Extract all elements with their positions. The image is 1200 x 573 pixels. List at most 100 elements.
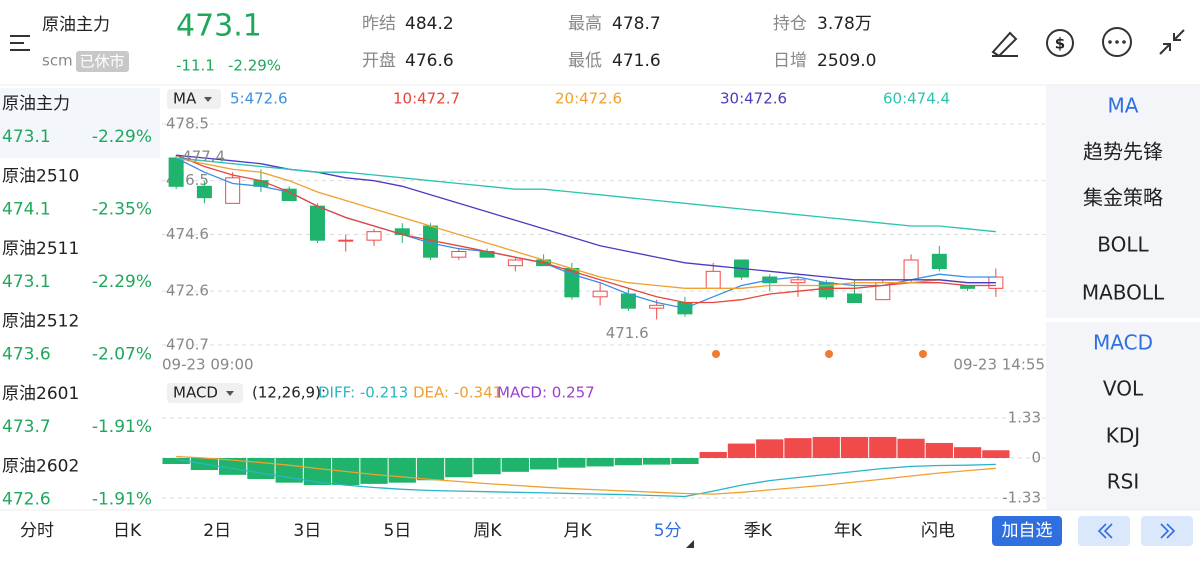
indicator[interactable]: RSI [1107, 470, 1140, 494]
tab[interactable]: 年K [834, 521, 863, 541]
tab[interactable]: 5分 [654, 521, 682, 541]
stat-label: 开盘 [362, 51, 396, 71]
macd-bar [756, 439, 784, 458]
low-label: 471.6 [606, 324, 649, 342]
candle-body [592, 290, 608, 298]
tab[interactable]: 日K [113, 521, 142, 541]
y-tick-label: 470.7 [166, 336, 209, 354]
add-watchlist[interactable] [992, 516, 1062, 546]
contract-name[interactable]: 原油2511 [2, 239, 79, 259]
contract-name: 原油主力 [42, 15, 110, 35]
more-icon[interactable] [1102, 27, 1132, 57]
status-badge [76, 51, 129, 72]
candle-body [338, 239, 354, 242]
stat-value: 478.7 [612, 14, 661, 34]
dropdown-arrow [204, 97, 212, 102]
ma-line [175, 157, 996, 289]
indicator[interactable]: MABOLL [1082, 281, 1165, 305]
ma-selector[interactable] [167, 89, 221, 109]
macd-line [176, 455, 996, 495]
macd-selector[interactable] [167, 383, 243, 403]
legend-entry: 60:474.4 [883, 90, 950, 108]
indicator[interactable]: VOL [1103, 377, 1144, 401]
draw-icon[interactable] [991, 31, 1018, 58]
tab[interactable]: 分时 [20, 521, 54, 541]
ma-line [176, 154, 996, 284]
macd-bar [219, 458, 247, 475]
indicator[interactable]: MA [1108, 94, 1139, 118]
tab[interactable]: 闪电 [921, 521, 955, 541]
contract-pct: -1.91% [92, 417, 152, 437]
dropdown-arrow [226, 391, 234, 396]
contract-name[interactable]: 原油2602 [2, 457, 79, 477]
tab[interactable]: 月K [564, 521, 593, 541]
macd-bar [614, 458, 643, 466]
stat-value: 471.6 [612, 51, 661, 71]
tab[interactable]: 季K [744, 521, 773, 541]
macd-bar [643, 458, 671, 465]
arrow-icons [1097, 523, 1176, 539]
contract-name[interactable]: 原油2510 [2, 167, 79, 187]
stat-value: 484.2 [405, 14, 454, 34]
contract-pct: -2.07% [92, 345, 152, 365]
stat-label: 最高 [568, 14, 602, 34]
contract-name[interactable]: 原油2601 [2, 384, 79, 404]
currency-icon[interactable] [1046, 29, 1074, 57]
indicator[interactable]: 趋势先锋 [1083, 140, 1163, 164]
indicator-selector[interactable]: MA [173, 90, 197, 108]
macd-bar [982, 450, 1010, 458]
legend-entry: DEA: -0.341 [413, 384, 502, 402]
macd-bar [869, 436, 897, 458]
indicator[interactable]: BOLL [1097, 233, 1149, 257]
candle-body [451, 251, 467, 258]
contract-pct: -2.35% [92, 200, 152, 220]
macd-params: (12,26,9): [252, 384, 326, 402]
macd-bar [840, 436, 869, 458]
macd-bar [897, 438, 925, 458]
macd-bar [473, 458, 501, 475]
contract-name[interactable]: 原油主力 [2, 94, 70, 114]
contract-name[interactable]: 原油2512 [2, 312, 79, 332]
contract-code: scm [42, 52, 73, 70]
tab[interactable]: 3日 [293, 521, 321, 541]
selected-row [0, 88, 160, 158]
indicator-selector[interactable]: MACD [173, 384, 218, 402]
macd-bar [671, 458, 699, 465]
currency-glyph: $ [1055, 35, 1065, 53]
stat-value: 3.78万 [817, 14, 872, 34]
candle-body [309, 205, 325, 241]
macd-bar [445, 458, 473, 478]
contract-price: 474.1 [2, 200, 51, 220]
status: 已休市 [79, 53, 124, 71]
menu-icon[interactable] [10, 35, 30, 51]
macd-bar [699, 451, 727, 458]
contract-price: 473.1 [2, 127, 51, 147]
candle-body [705, 270, 721, 289]
stat-label: 昨结 [362, 14, 396, 34]
macd-bar [529, 458, 558, 470]
last-price: 473.1 [176, 9, 262, 44]
collapse-icon[interactable] [1159, 29, 1185, 55]
macd-bar [416, 458, 445, 481]
legend-entry: 30:472.6 [720, 90, 787, 108]
y-tick-label: -1.33 [1002, 489, 1041, 507]
tab[interactable]: 2日 [203, 521, 231, 541]
macd-bar [784, 438, 812, 458]
macd-bar [953, 447, 982, 458]
macd-bar [925, 442, 953, 458]
divider [1046, 318, 1200, 322]
contract-pct: -1.91% [92, 490, 152, 510]
tab[interactable]: 5日 [383, 521, 411, 541]
legend-entry: 10:472.7 [393, 90, 460, 108]
macd-bar [812, 436, 840, 458]
tab[interactable]: 周K [473, 521, 502, 541]
candle-body [847, 293, 863, 303]
indicator[interactable]: KDJ [1106, 424, 1140, 448]
macd-bar [586, 458, 614, 467]
indicator[interactable]: 集金策略 [1083, 186, 1163, 210]
candle-body [903, 259, 919, 281]
indicator[interactable]: MACD [1093, 331, 1153, 355]
y-tick-label: 472.6 [166, 282, 209, 300]
stat-label: 持仓 [773, 14, 807, 34]
